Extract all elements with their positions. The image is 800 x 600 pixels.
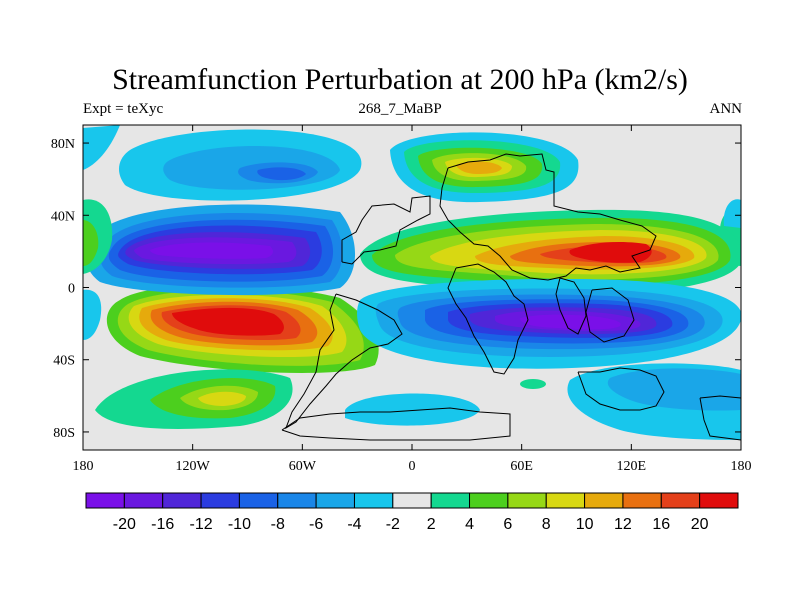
lon-tick-label: 180 <box>731 459 752 474</box>
map-plot-area <box>83 125 741 450</box>
colorbar-swatch <box>622 492 662 509</box>
contour-south-asia-low <box>357 278 741 369</box>
colorbar-swatch <box>315 492 355 509</box>
colorbar-swatch <box>430 492 471 509</box>
colorbar-label: -2 <box>386 516 400 533</box>
antarctica-east-outline <box>699 395 741 441</box>
colorbar-swatch <box>545 492 586 509</box>
lat-tick-label: 80N <box>51 137 75 152</box>
colorbar-swatch <box>699 492 739 509</box>
contour-pacific-south-high <box>106 284 379 373</box>
eurasia-outline <box>439 153 657 281</box>
colorbar-label: -8 <box>271 516 285 533</box>
colorbar-swatch <box>162 492 202 509</box>
contour-small-high <box>520 379 546 389</box>
case-label: 268_7_MaBP <box>358 101 442 117</box>
colorbar-swatch <box>123 492 164 509</box>
colorbar-swatch <box>277 492 317 509</box>
lon-tick-label: 60W <box>289 459 317 474</box>
lon-tick-label: 120W <box>176 459 211 474</box>
coastlines <box>281 153 741 441</box>
experiment-label: Expt = teXyc <box>83 101 164 117</box>
lon-tick-label: 120E <box>617 459 647 474</box>
plot-title: Streamfunction Perturbation at 200 hPa (… <box>112 63 688 96</box>
lon-tick-label: 60E <box>510 459 533 474</box>
lat-tick-label: 40S <box>53 354 75 369</box>
colorbar-label: -6 <box>309 516 323 533</box>
colorbar-label: -12 <box>189 516 212 533</box>
longitude-axis: 180 120W 60W 0 60E 120E 180 <box>73 125 752 474</box>
colorbar-label: 2 <box>427 516 436 533</box>
colorbar-label: 10 <box>576 516 594 533</box>
latitude-axis: 80N 40N 0 40S 80S <box>51 137 741 441</box>
africa-outline <box>447 263 529 375</box>
contour-south-pacific-ridge <box>95 369 293 429</box>
lat-tick-label: 0 <box>68 282 75 297</box>
colorbar: -20 -16 -12 -10 -8 -6 -4 -2 2 4 6 8 10 12 16 20 <box>85 492 739 533</box>
colorbar-label: -10 <box>228 516 251 533</box>
contour-north-low-weak <box>118 129 362 201</box>
colorbar-label: -4 <box>347 516 361 533</box>
colorbar-swatch <box>507 492 547 509</box>
season-label: ANN <box>709 101 743 117</box>
contour-eurasia-high <box>390 132 579 203</box>
colorbar-label: 6 <box>503 516 512 533</box>
contour-north-pacific-low <box>86 204 356 296</box>
north-america-outline <box>341 195 431 265</box>
australia-outline <box>577 367 665 411</box>
colorbar-label: 8 <box>542 516 551 533</box>
colorbar-swatch <box>392 492 432 509</box>
colorbar-swatch <box>85 492 125 509</box>
colorbar-swatch <box>584 492 624 509</box>
colorbar-label: -16 <box>151 516 174 533</box>
colorbar-label: 16 <box>652 516 670 533</box>
lat-tick-label: 40N <box>51 209 75 224</box>
south-america-outline <box>285 293 403 430</box>
colorbar-swatch <box>353 492 394 509</box>
lon-tick-label: 180 <box>73 459 94 474</box>
colorbar-label: -20 <box>113 516 136 533</box>
colorbar-swatch <box>469 492 509 509</box>
contour-southern-ocean-low <box>83 125 741 440</box>
colorbar-label: 12 <box>614 516 632 533</box>
india-outline <box>555 277 587 335</box>
lat-tick-label: 80S <box>53 426 75 441</box>
colorbar-swatch <box>200 492 240 509</box>
colorbar-label: 20 <box>691 516 709 533</box>
maritime-outline <box>585 287 635 343</box>
colorbar-swatch <box>660 492 701 509</box>
colorbar-label: 4 <box>465 516 474 533</box>
colorbar-swatch <box>238 492 279 509</box>
antarctica-outline <box>281 407 511 441</box>
lon-tick-label: 0 <box>409 459 416 474</box>
